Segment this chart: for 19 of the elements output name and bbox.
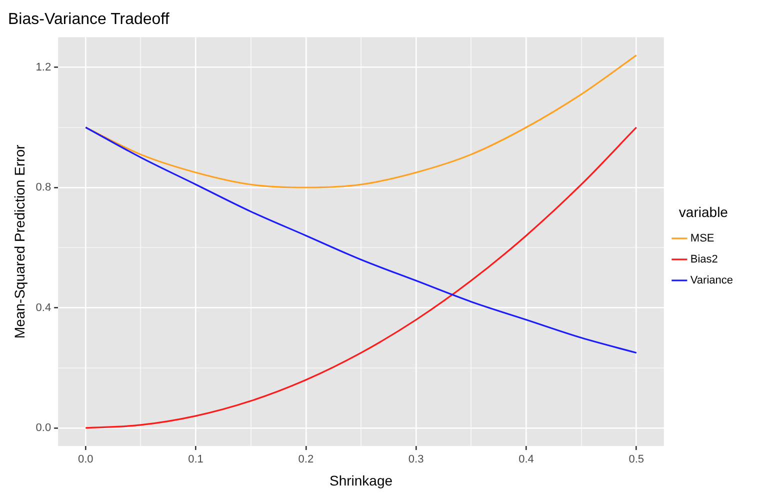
chart-title: Bias-Variance Tradeoff [8,11,170,28]
x-tick-label: 0.0 [78,454,94,466]
legend-label: MSE [690,232,714,244]
x-tick-label: 0.5 [628,454,644,466]
legend-label: Variance [690,274,734,286]
x-tick-label: 0.3 [408,454,424,466]
y-tick-label: 1.2 [36,61,52,74]
y-axis-title: Mean-Squared Prediction Error [11,144,28,338]
y-tick-label: 0.4 [36,302,52,314]
x-axis-title: Shrinkage [329,472,393,488]
x-tick-label: 0.4 [518,454,534,466]
x-tick-label: 0.2 [298,454,314,466]
y-tick-label: 0.8 [36,182,52,194]
line-series [84,126,638,354]
line-series [84,126,638,429]
x-tick-label: 0.1 [188,454,204,466]
legend-label: Bias2 [690,253,718,266]
y-tick-label: 0.0 [36,422,52,434]
legend-title: variable [678,204,728,220]
